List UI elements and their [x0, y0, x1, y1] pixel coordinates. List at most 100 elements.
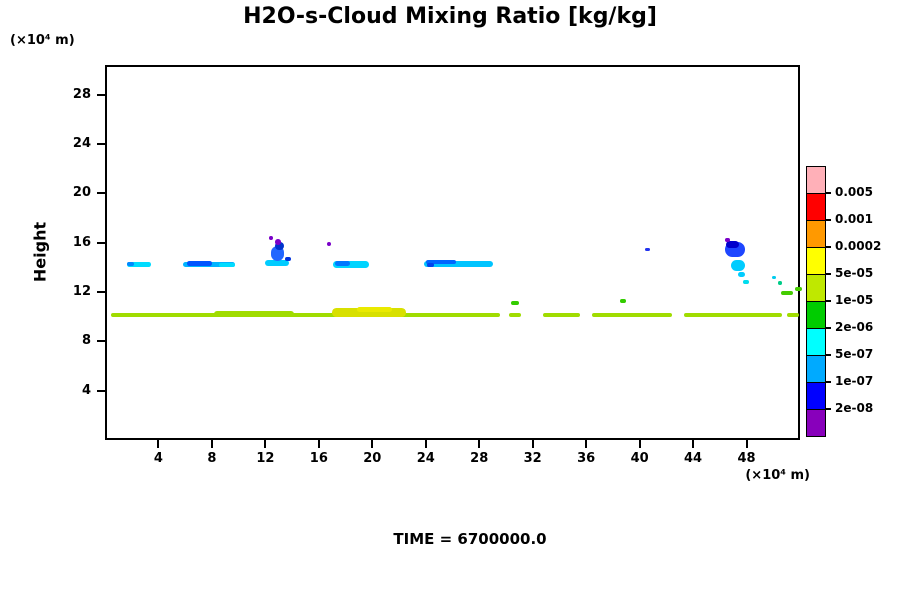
x-tick-label: 36 — [577, 451, 596, 466]
colorbar-label: 1e-05 — [835, 293, 874, 307]
colorbar-tick-mark — [826, 327, 831, 329]
colorbar-cell — [806, 409, 826, 437]
x-tick-mark — [531, 440, 534, 448]
cloud-blob — [285, 256, 291, 261]
x-tick-mark — [157, 440, 160, 448]
colorbar-tick-mark — [826, 300, 831, 302]
x-tick-mark — [745, 440, 748, 448]
y-tick-mark — [97, 241, 105, 244]
y-axis-unit-label: (×10⁴ m) — [10, 33, 75, 48]
cloud-blob — [795, 287, 802, 291]
colorbar-label: 2e-08 — [835, 401, 874, 415]
cloud-blob — [332, 260, 369, 268]
y-tick-label: 16 — [72, 234, 91, 250]
cloud-blob — [771, 275, 776, 279]
cloud-blob — [331, 308, 407, 317]
x-tick-label: 32 — [523, 451, 542, 466]
x-tick-label: 48 — [737, 451, 756, 466]
x-tick-label: 16 — [309, 451, 328, 466]
colorbar-cell — [806, 301, 826, 329]
colorbar-cell — [806, 382, 826, 410]
colorbar-tick-mark — [826, 246, 831, 248]
colorbar-tick-mark — [826, 219, 831, 221]
x-tick-mark — [585, 440, 588, 448]
cloud-blob — [511, 301, 520, 306]
y-tick-mark — [97, 340, 105, 343]
cloud-blob — [787, 312, 800, 318]
y-axis-title: Height — [30, 221, 50, 283]
cloud-blob — [274, 241, 285, 251]
colorbar-cell — [806, 247, 826, 275]
x-tick-label: 8 — [207, 451, 217, 466]
y-tick-label: 24 — [72, 135, 91, 151]
colorbar-label: 5e-05 — [835, 266, 874, 280]
cloud-blob — [645, 247, 650, 252]
cloud-blob — [111, 312, 500, 318]
x-tick-label: 24 — [416, 451, 435, 466]
cloud-blob — [269, 235, 274, 240]
colorbar-cell — [806, 328, 826, 356]
cloud-blob — [356, 306, 392, 313]
colorbar-tick-mark — [826, 408, 831, 410]
cloud-blob — [592, 312, 673, 318]
cloud-blob — [424, 261, 493, 268]
cloud-blob — [509, 312, 522, 318]
colorbar-cell — [806, 166, 826, 194]
colorbar-tick-mark — [826, 192, 831, 194]
x-tick-mark — [264, 440, 267, 448]
cloud-blob — [725, 238, 731, 243]
cloud-blob — [334, 260, 350, 266]
cloud-blob — [620, 298, 626, 303]
colorbar-tick-mark — [826, 273, 831, 275]
cloud-blob — [542, 312, 581, 318]
time-label: TIME = 6700000.0 — [393, 530, 547, 548]
colorbar-label: 1e-07 — [835, 374, 874, 388]
colorbar-cell — [806, 220, 826, 248]
cloud-blob — [427, 263, 434, 267]
x-tick-label: 12 — [256, 451, 275, 466]
colorbar-tick-mark — [826, 354, 831, 356]
cloud-blob — [127, 262, 134, 267]
colorbar-label: 0.0002 — [835, 239, 882, 253]
cloud-blob — [186, 261, 212, 267]
x-tick-label: 40 — [630, 451, 649, 466]
cloud-blob — [726, 240, 739, 249]
y-tick-mark — [97, 389, 105, 392]
x-tick-label: 28 — [470, 451, 489, 466]
chart-title: H2O-s-Cloud Mixing Ratio [kg/kg] — [243, 4, 657, 29]
cloud-blob — [326, 241, 332, 247]
colorbar-cell — [806, 355, 826, 383]
cloud-blob — [426, 259, 456, 265]
cloud-blob — [781, 290, 794, 295]
x-tick-mark — [371, 440, 374, 448]
y-tick-label: 28 — [72, 86, 91, 102]
y-tick-mark — [97, 290, 105, 293]
x-tick-label: 4 — [153, 451, 163, 466]
cloud-blob — [127, 262, 152, 267]
x-axis-unit-label: (×10⁴ m) — [745, 468, 810, 483]
x-tick-label: 44 — [684, 451, 703, 466]
cloud-blob — [737, 271, 745, 277]
colorbar-cell — [806, 274, 826, 302]
colorbar-cell — [806, 193, 826, 221]
cloud-blob — [213, 311, 295, 318]
cloud-blob — [777, 281, 783, 285]
colorbar-label: 0.005 — [835, 185, 873, 199]
y-tick-label: 4 — [81, 382, 91, 398]
y-tick-mark — [97, 192, 105, 195]
cloud-blob — [265, 260, 290, 267]
plot-area — [105, 65, 802, 440]
y-tick-mark — [97, 93, 105, 96]
colorbar-label: 0.001 — [835, 212, 873, 226]
y-tick-label: 12 — [72, 283, 91, 299]
x-tick-mark — [478, 440, 481, 448]
colorbar-tick-mark — [826, 381, 831, 383]
cloud-blob — [731, 260, 745, 272]
colorbar-label: 2e-06 — [835, 320, 874, 334]
x-tick-mark — [317, 440, 320, 448]
x-tick-mark — [692, 440, 695, 448]
cloud-blob — [219, 263, 236, 267]
cloud-blob — [684, 312, 782, 318]
colorbar-label: 5e-07 — [835, 347, 874, 361]
